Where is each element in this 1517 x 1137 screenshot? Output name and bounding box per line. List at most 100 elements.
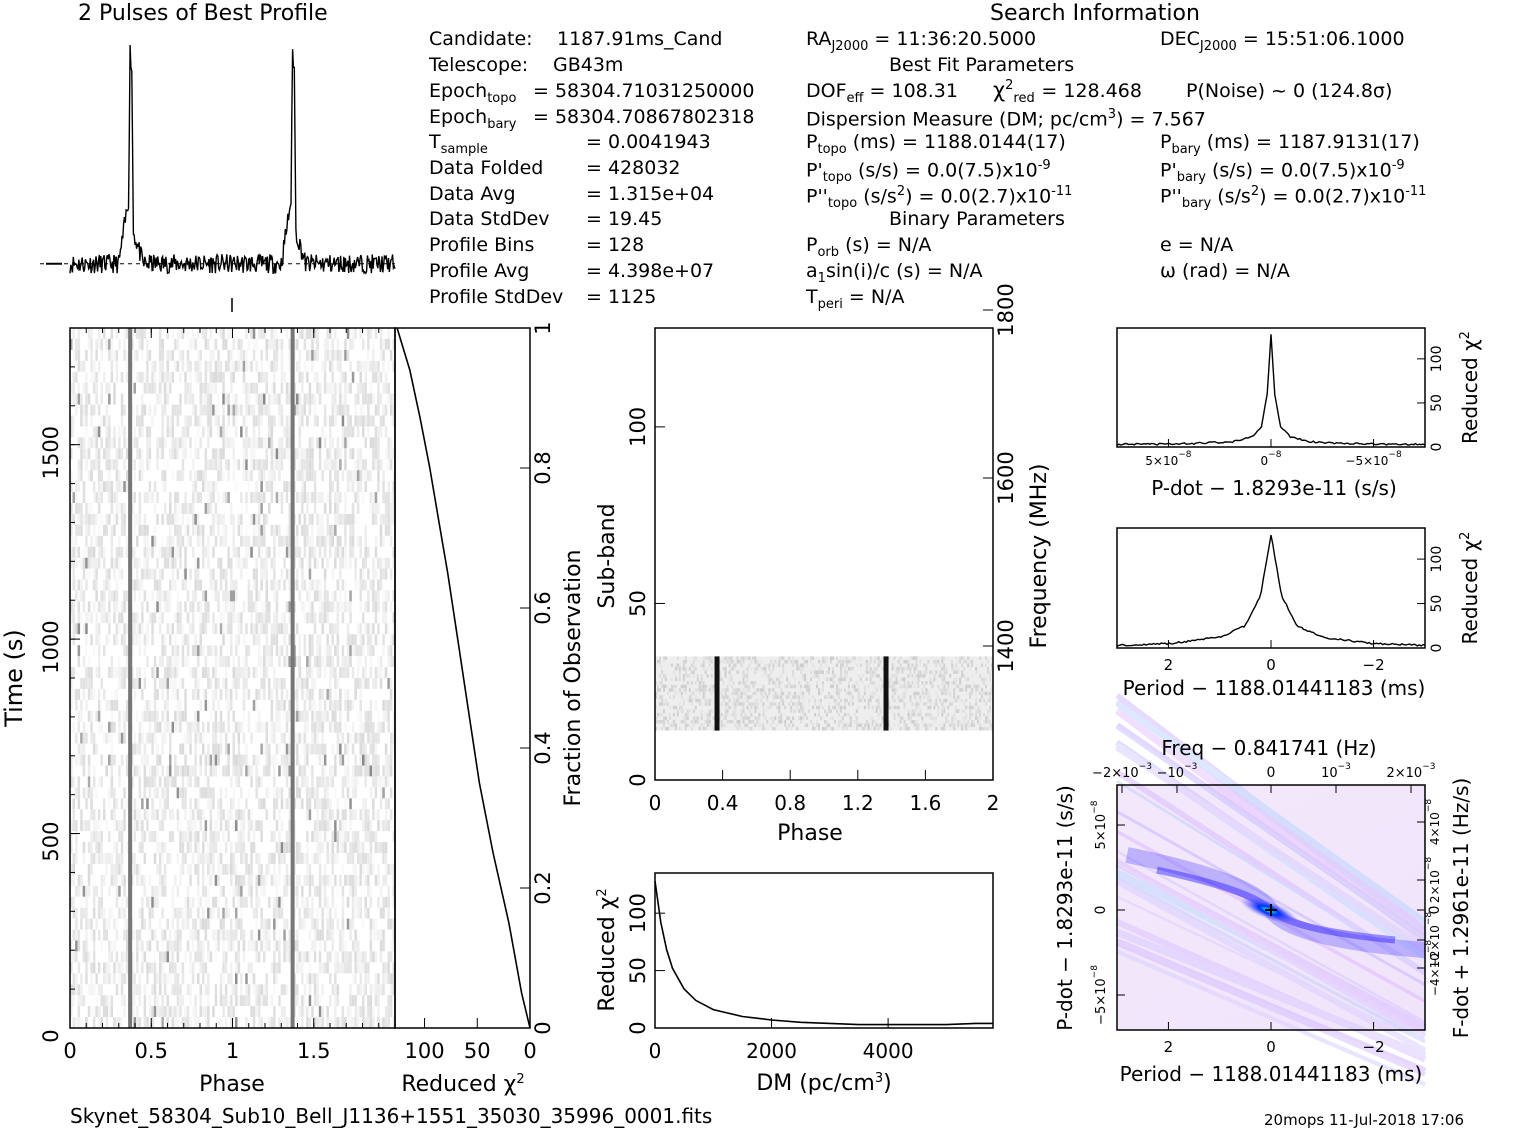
heat-cell <box>115 853 119 864</box>
heat-cell <box>156 754 159 766</box>
heat-cell <box>283 1006 286 1017</box>
heat-cell <box>260 601 263 613</box>
subband-cell <box>742 670 745 674</box>
heat-cell <box>148 492 152 503</box>
heat-cell <box>273 853 276 864</box>
heat-cell <box>75 688 78 700</box>
heat-cell <box>313 656 317 667</box>
heat-cell <box>374 842 378 853</box>
heat-cell <box>245 360 248 372</box>
heat-cell <box>339 820 342 832</box>
heat-cell <box>120 831 124 842</box>
heat-cell <box>316 634 319 646</box>
heat-cell <box>344 513 347 525</box>
heat-cell <box>108 973 111 985</box>
heat-cell <box>301 459 304 471</box>
heat-cell <box>354 513 357 525</box>
heat-cell <box>120 962 124 974</box>
heat-cell <box>166 995 169 1007</box>
subband-cell <box>794 659 797 664</box>
heat-cell <box>158 820 162 832</box>
heat-cell <box>214 896 218 908</box>
heat-cell <box>138 623 142 635</box>
heat-cell <box>301 765 304 777</box>
heat-cell <box>392 393 395 405</box>
subband-cell <box>718 659 721 664</box>
heat-cell <box>166 699 169 711</box>
heat-cell <box>323 820 327 832</box>
heat-cell <box>316 382 319 394</box>
subband-cell <box>776 663 779 667</box>
heat-cell <box>85 896 88 908</box>
heat-cell <box>105 699 108 711</box>
heat-cell <box>232 470 235 482</box>
heat-cell <box>346 513 350 525</box>
heat-cell <box>379 667 383 678</box>
heat-cell <box>217 601 220 613</box>
heat-cell <box>171 415 175 427</box>
heat-cell <box>392 470 395 482</box>
heat-cell <box>278 437 281 449</box>
heat-cell <box>199 1006 202 1017</box>
heat-cell <box>169 590 172 602</box>
heat-cell <box>308 863 312 875</box>
heat-cell <box>374 634 378 646</box>
heat-cell <box>374 568 378 580</box>
heat-cell <box>179 874 182 886</box>
heat-cell <box>316 656 319 667</box>
heat-cell <box>346 896 350 908</box>
heat-cell <box>296 754 299 766</box>
heat-cell <box>224 393 228 405</box>
heat-cell <box>369 579 373 591</box>
heat-cell <box>148 699 152 711</box>
heat-cell <box>80 612 83 624</box>
heat-cell <box>321 470 324 482</box>
subband-cell <box>939 670 942 674</box>
heat-cell <box>359 382 362 394</box>
heat-cell <box>311 328 314 339</box>
subband-cell <box>661 670 663 674</box>
heat-cell <box>237 874 241 886</box>
heat-cell <box>95 382 98 394</box>
heat-cell <box>161 535 164 547</box>
heat-cell <box>336 349 340 361</box>
heat-cell <box>176 699 180 711</box>
heat-cell <box>197 1017 200 1028</box>
heat-cell <box>118 656 121 667</box>
heat-cell <box>306 809 309 821</box>
heat-cell <box>146 426 149 438</box>
heat-cell <box>384 338 388 350</box>
heat-cell <box>250 973 253 985</box>
heat-cell <box>100 1017 103 1028</box>
heat-cell <box>364 678 367 689</box>
heat-cell <box>293 459 296 471</box>
heat-cell <box>90 338 93 350</box>
heat-cell <box>321 765 324 777</box>
heat-cell <box>339 874 342 886</box>
heat-cell <box>392 721 395 733</box>
heat-cell <box>245 459 248 471</box>
subband-cell <box>911 663 914 667</box>
heat-cell <box>113 667 116 678</box>
heat-cell <box>230 1017 233 1028</box>
heat-cell <box>204 338 208 350</box>
heat-cell <box>235 634 238 646</box>
heat-cell <box>308 459 312 471</box>
heat-cell <box>189 667 192 678</box>
heat-cell <box>184 699 187 711</box>
subband-cell <box>684 659 687 664</box>
heat-cell <box>278 470 281 482</box>
heat-cell <box>303 645 307 657</box>
heat-cell <box>153 1006 157 1017</box>
subband-cell <box>800 663 803 667</box>
heat-cell <box>199 470 202 482</box>
heat-cell <box>90 634 93 646</box>
heat-cell <box>321 557 324 569</box>
heat-cell <box>186 940 190 952</box>
heat-cell <box>87 842 91 853</box>
heat-cell <box>237 940 241 952</box>
heat-cell <box>92 513 96 525</box>
heat-cell <box>334 907 337 919</box>
heat-cell <box>194 634 197 646</box>
heat-cell <box>354 776 357 788</box>
